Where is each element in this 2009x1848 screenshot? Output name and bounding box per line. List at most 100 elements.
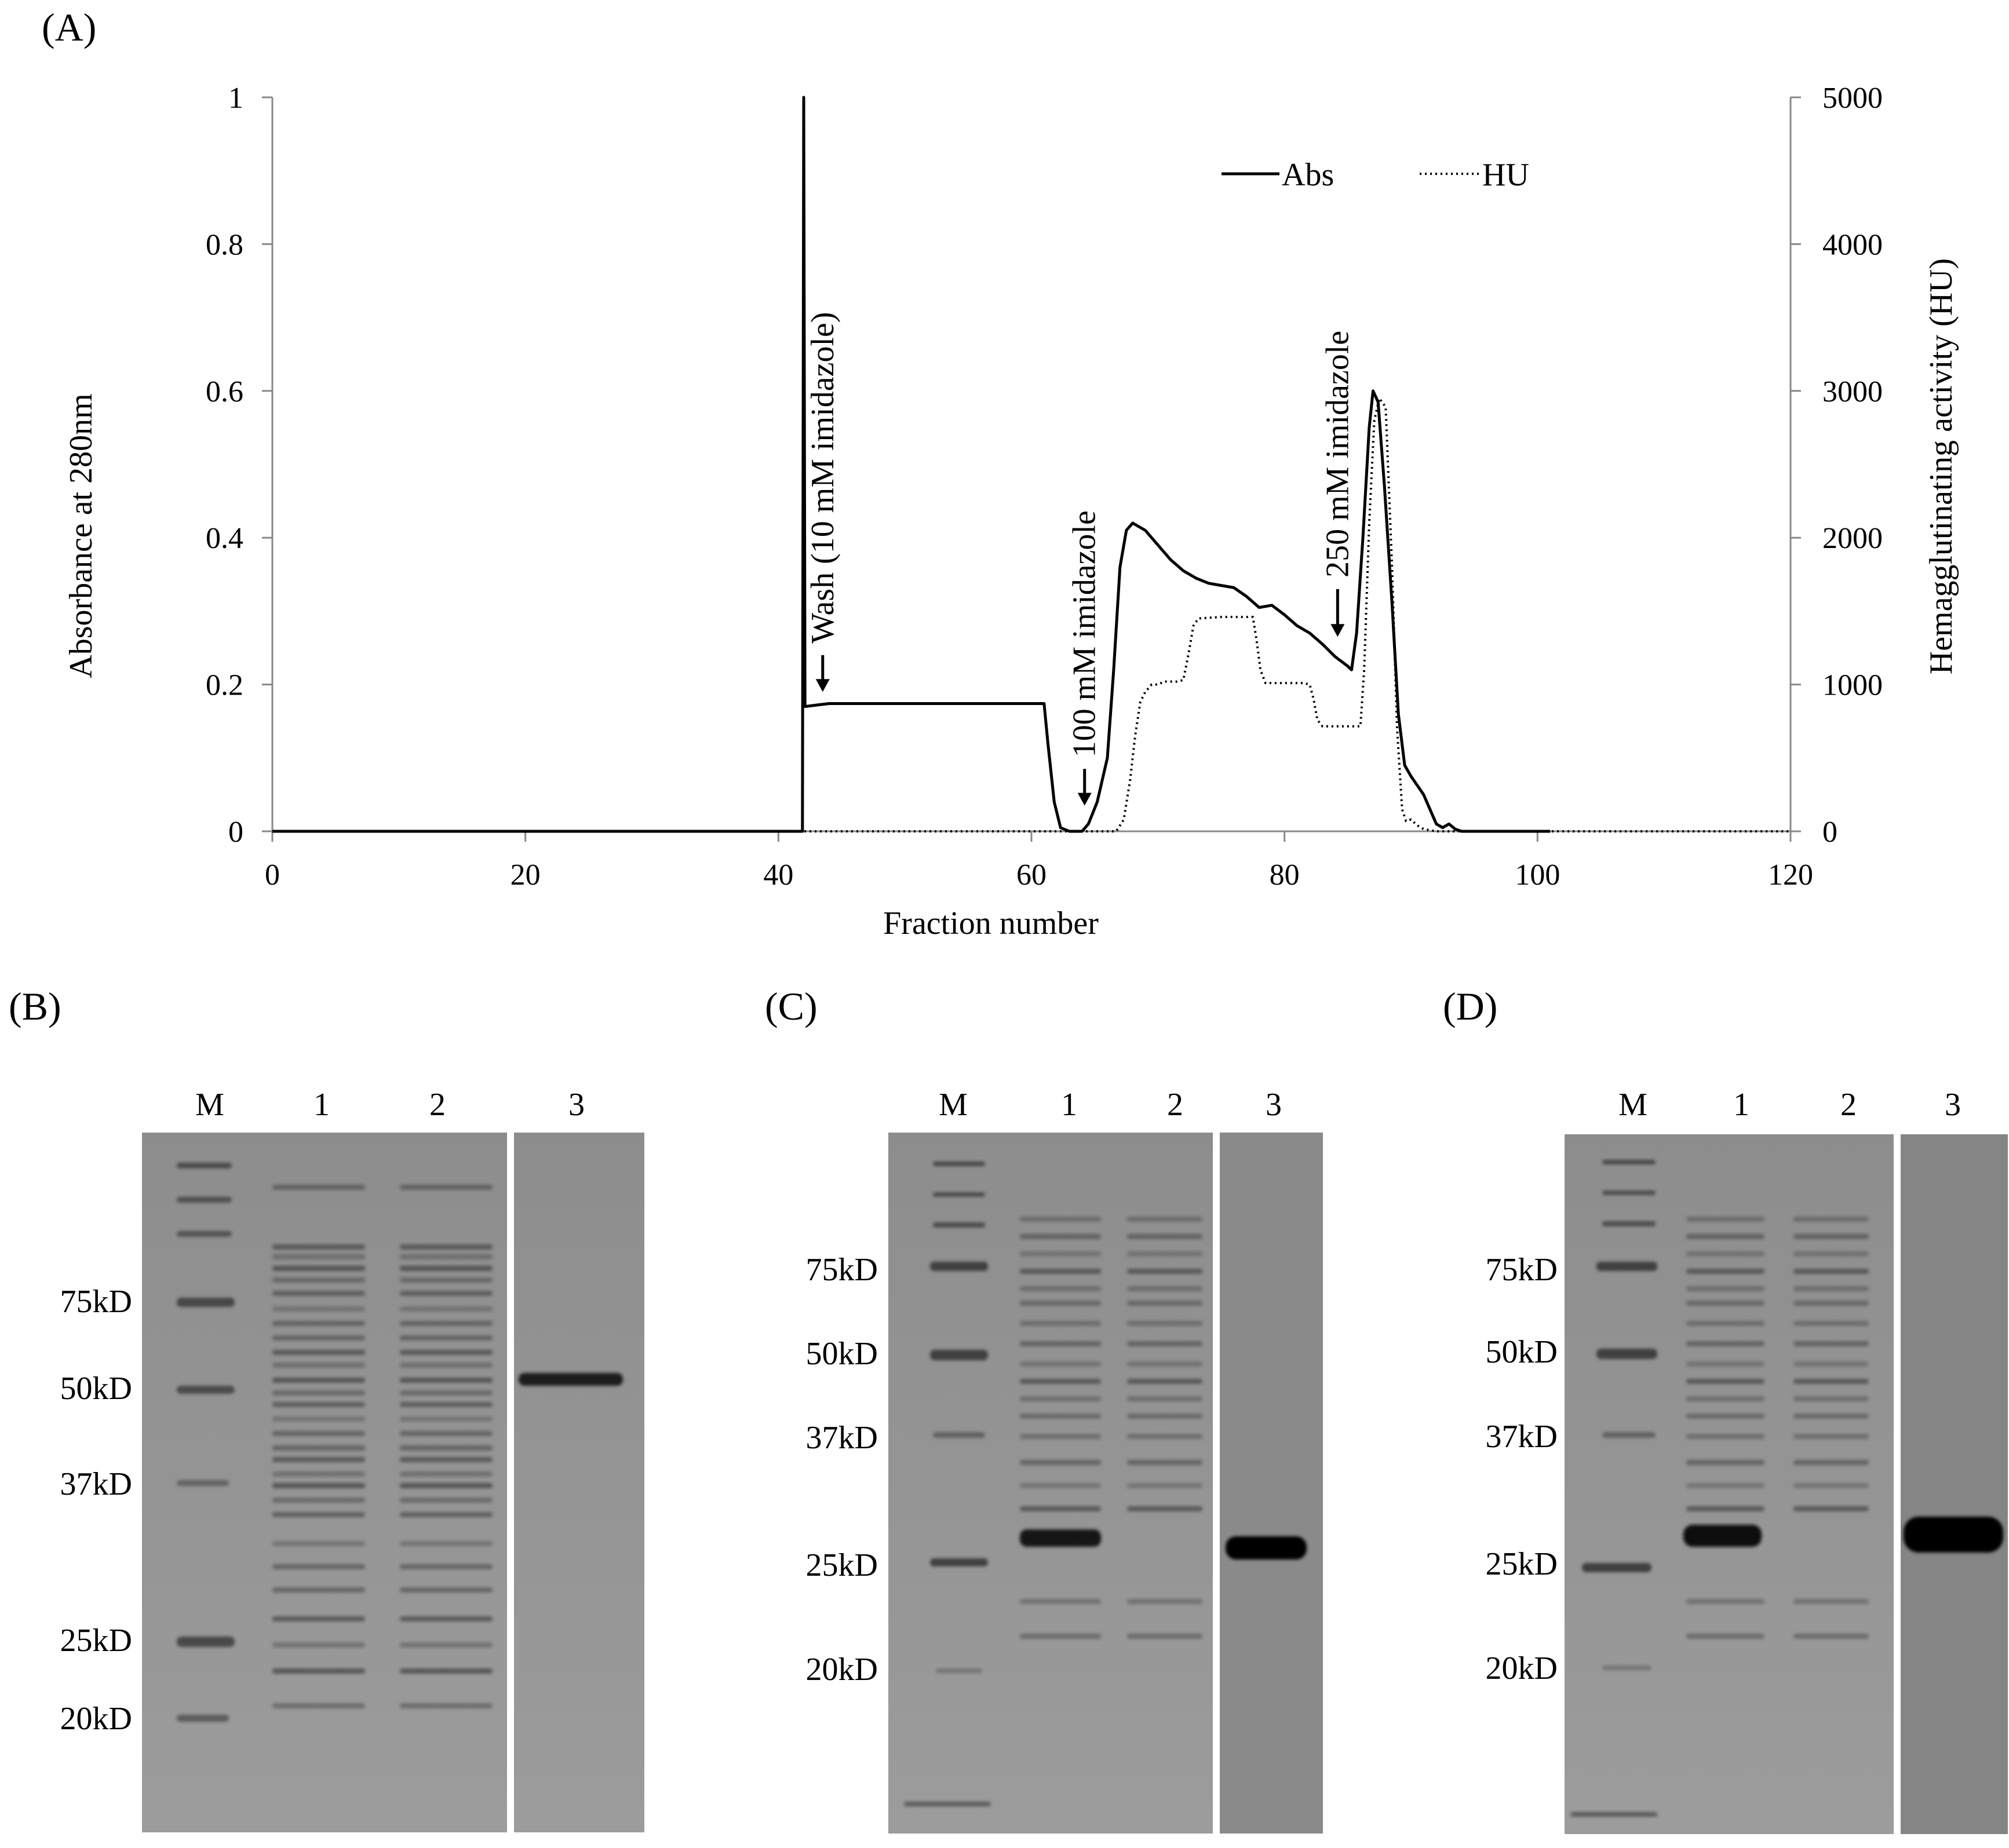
gel-band (400, 1390, 493, 1396)
chart-axes: 0 20 40 60 80 100 120 0 0.2 0.4 0.6 0.8 1 0 1000 2000 30… (206, 82, 1883, 892)
gel-c-lane-3: 3 (1266, 1087, 1282, 1123)
gel-band (272, 1471, 365, 1477)
gel-b-lane-3: 3 (568, 1087, 585, 1123)
gel-band (1127, 1341, 1202, 1346)
chart-legend: Abs HU (1222, 157, 1529, 193)
gel-band (1793, 1483, 1869, 1488)
gel-c-mw-50: 50kD (806, 1336, 878, 1372)
gel-c-lane3-image (1220, 1133, 1323, 1834)
gel-band (400, 1431, 493, 1436)
gel-band (272, 1512, 365, 1517)
gel-b-lane3-image (514, 1133, 644, 1832)
gel-d-lane3-band (1904, 1517, 2003, 1553)
y-left-tick-label: 1 (228, 82, 243, 115)
gel-band (1686, 1506, 1764, 1511)
gel-band (272, 1378, 365, 1383)
gel-band (272, 1266, 365, 1271)
x-axis-title: Fraction number (883, 905, 1099, 941)
x-tick-label: 100 (1515, 859, 1560, 892)
gel-d-lane-2: 2 (1840, 1087, 1857, 1123)
gel-band (272, 1541, 365, 1546)
gel-band (272, 1457, 365, 1462)
gel-band (400, 1457, 493, 1462)
gel-d-mw-50: 50kD (1486, 1334, 1558, 1370)
gel-band (272, 1277, 365, 1283)
panel-label-a: (A) (42, 5, 96, 49)
annotation-arrow-head (815, 679, 830, 692)
gel-band (400, 1185, 493, 1190)
gel-c-lane-1: 1 (1061, 1087, 1077, 1123)
gel-band (400, 1244, 493, 1250)
gel-band (272, 1587, 365, 1593)
x-tick-label: 20 (511, 859, 541, 892)
gel-band (1020, 1599, 1101, 1604)
gel-band (272, 1185, 365, 1190)
gel-band (400, 1335, 493, 1341)
gel-band (272, 1306, 365, 1312)
gel-band (1686, 1286, 1764, 1291)
gel-band (1686, 1217, 1764, 1222)
chart-series-layer (272, 96, 1791, 833)
gel-band (1793, 1341, 1869, 1346)
gel-band (272, 1642, 365, 1648)
gel-band (1686, 1434, 1764, 1439)
gel-band (272, 1244, 365, 1250)
gel-band (400, 1445, 493, 1451)
gel-band (1793, 1217, 1869, 1222)
gel-band (1020, 1286, 1101, 1291)
gel-band (272, 1254, 365, 1259)
gel-band (1020, 1483, 1101, 1488)
y-right-tick-label: 2000 (1822, 522, 1883, 555)
gel-band (400, 1291, 493, 1296)
gel-d-lane-3: 3 (1945, 1087, 1961, 1123)
y-left-tick-label: 0.4 (206, 522, 243, 555)
gel-band (1127, 1269, 1202, 1274)
gel-band (1127, 1301, 1202, 1306)
gel-band (272, 1291, 365, 1296)
y-right-axis-title: Hemagglutinating activity (HU) (1923, 258, 1959, 674)
gel-band (1686, 1460, 1764, 1465)
gel-band (1020, 1414, 1101, 1419)
gel-band (1020, 1506, 1101, 1511)
gel-b-mw-25: 25kD (60, 1623, 132, 1659)
gel-c-lysate-bands (1020, 1217, 1202, 1639)
gel-band (1793, 1251, 1869, 1257)
gel-band (1127, 1414, 1202, 1419)
gel-c-lane-m: M (939, 1087, 968, 1123)
panel-label-b: (B) (9, 984, 61, 1028)
gel-band (272, 1335, 365, 1341)
gel-band (1020, 1321, 1101, 1326)
panel-label-c: (C) (765, 984, 818, 1028)
annotation-label: Wash (10 mM imidazole) (805, 312, 841, 643)
gel-band (1127, 1361, 1202, 1367)
gel-band (1127, 1483, 1202, 1488)
gel-band (1793, 1379, 1869, 1384)
gel-d-mw-20: 20kD (1486, 1650, 1558, 1686)
gel-band (1020, 1301, 1101, 1306)
gel-band (1020, 1460, 1101, 1465)
gel-b-lane-2: 2 (429, 1087, 446, 1123)
gel-band (400, 1703, 493, 1708)
y-right-tick-label: 4000 (1822, 228, 1883, 261)
gel-band (1686, 1341, 1764, 1346)
gel-band (1793, 1269, 1869, 1274)
gel-band (1686, 1396, 1764, 1401)
annotation-arrow-head (1077, 792, 1092, 806)
chart-a: 0 20 40 60 80 100 120 0 0.2 0.4 0.6 0.8 1 0 1000 2000 30… (63, 82, 1959, 941)
gel-band (1127, 1379, 1202, 1384)
panel-label-d: (D) (1443, 984, 1497, 1028)
y-left-axis-title: Absorbance at 280nm (63, 393, 99, 678)
gel-band (1020, 1251, 1101, 1257)
gel-band (272, 1668, 365, 1674)
gel-band (1686, 1634, 1764, 1639)
gel-band (400, 1512, 493, 1517)
gel-c-mw-75: 75kD (806, 1252, 878, 1288)
gel-band (272, 1402, 365, 1407)
gel-band (400, 1321, 493, 1326)
gel-band (1686, 1269, 1764, 1274)
gel-d-mw-37: 37kD (1486, 1419, 1558, 1455)
gel-d-mw-75: 75kD (1486, 1252, 1558, 1288)
gel-band (400, 1498, 493, 1503)
gel-band (400, 1541, 493, 1546)
gel-band (272, 1390, 365, 1396)
